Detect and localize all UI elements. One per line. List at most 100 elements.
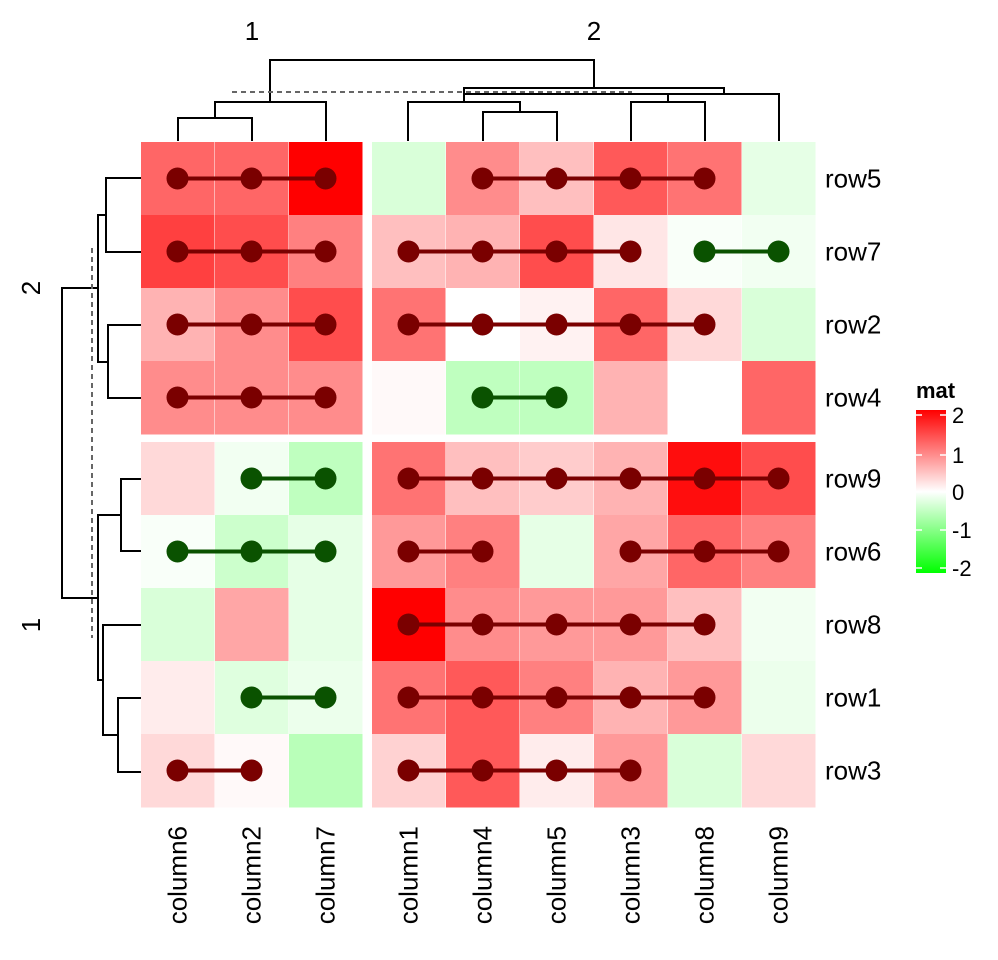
row-label-row8: row8 (825, 610, 881, 640)
point-row8-column3 (619, 613, 642, 636)
legend-tick-label--2: -2 (952, 556, 972, 581)
row-dendrogram-branch (107, 324, 141, 399)
column-label-column9: column9 (764, 826, 794, 924)
column-dendrogram-branch (269, 59, 595, 102)
point-row6-column3 (619, 540, 642, 563)
cell-row4-column9 (742, 361, 816, 435)
point-row7-column1 (397, 240, 420, 263)
points (166, 167, 790, 782)
cell-row8-column6 (141, 588, 215, 662)
row-label-row1: row1 (825, 683, 881, 713)
point-row1-column8 (693, 686, 716, 709)
cell-row8-column2 (215, 588, 289, 662)
point-row7-column4 (471, 240, 494, 263)
row-dendrogram-branch (117, 697, 141, 773)
legend-tick-label-1: 1 (952, 443, 964, 468)
point-row4-column5 (545, 386, 568, 409)
cell-row3-column7 (289, 734, 363, 808)
cell-row5-column9 (742, 142, 816, 216)
point-row1-column3 (619, 686, 642, 709)
point-row5-column6 (166, 167, 189, 190)
column-dendrogram-branch (463, 93, 724, 102)
legend-tick-label-2: 2 (952, 403, 964, 428)
column-label-column7: column7 (311, 826, 341, 924)
cell-row6-column5 (520, 515, 594, 589)
column-label-column6: column6 (163, 826, 193, 924)
point-row7-column6 (166, 240, 189, 263)
point-row4-column2 (240, 386, 263, 409)
point-row9-column4 (471, 467, 494, 490)
point-row2-column6 (166, 313, 189, 336)
cell-row3-column8 (668, 734, 742, 808)
point-row7-column2 (240, 240, 263, 263)
column-label-column5: column5 (542, 826, 572, 924)
cell-row3-column9 (742, 734, 816, 808)
point-row3-column2 (240, 759, 263, 782)
column-label-column2: column2 (237, 826, 267, 924)
point-row2-column4 (471, 313, 494, 336)
point-row5-column5 (545, 167, 568, 190)
point-row8-column1 (397, 613, 420, 636)
point-row6-column6 (166, 540, 189, 563)
point-row5-column3 (619, 167, 642, 190)
point-row2-column1 (397, 313, 420, 336)
cell-row5-column1 (372, 142, 446, 216)
cell-row8-column9 (742, 588, 816, 662)
point-row2-column5 (545, 313, 568, 336)
cell-row2-column9 (742, 288, 816, 362)
point-row1-column4 (471, 686, 494, 709)
row-split-label-1: 1 (16, 618, 46, 632)
point-row3-column5 (545, 759, 568, 782)
point-row5-column2 (240, 167, 263, 190)
row-dendrogram-branch (102, 624, 141, 736)
point-row4-column6 (166, 386, 189, 409)
row-label-row4: row4 (825, 383, 881, 413)
cell-row8-column7 (289, 588, 363, 662)
point-row2-column8 (693, 313, 716, 336)
row-label-row2: row2 (825, 310, 881, 340)
point-row6-column1 (397, 540, 420, 563)
cell-row4-column1 (372, 361, 446, 435)
point-row4-column4 (471, 386, 494, 409)
row-label-row7: row7 (825, 237, 881, 267)
point-row2-column2 (240, 313, 263, 336)
point-row6-column8 (693, 540, 716, 563)
dendrograms (61, 59, 780, 773)
cell-row4-column8 (668, 361, 742, 435)
point-row3-column6 (166, 759, 189, 782)
column-dendrogram-branch (630, 101, 706, 141)
point-row8-column5 (545, 613, 568, 636)
row-dendrogram-branch (61, 287, 98, 599)
point-row1-column7 (314, 686, 337, 709)
column-dendrogram-branch (482, 111, 558, 141)
legend-title: mat (916, 378, 956, 403)
cell-row4-column3 (594, 361, 668, 435)
column-label-column8: column8 (690, 826, 720, 924)
point-row8-column8 (693, 613, 716, 636)
split-labels: 1 2 2 1 (16, 16, 601, 632)
point-row9-column8 (693, 467, 716, 490)
point-row6-column9 (767, 540, 790, 563)
point-row7-column3 (619, 240, 642, 263)
column-dendrogram-branch (177, 117, 253, 141)
point-row7-column5 (545, 240, 568, 263)
point-row7-column9 (767, 240, 790, 263)
row-label-row6: row6 (825, 537, 881, 567)
row-labels: row5 row7 row2 row4 row9 row6 row8 row1 row3 (825, 164, 881, 786)
point-row5-column8 (693, 167, 716, 190)
point-row9-column9 (767, 467, 790, 490)
row-label-row3: row3 (825, 756, 881, 786)
point-row3-column3 (619, 759, 642, 782)
color-legend: mat 2 1 0 -1 -2 (916, 378, 972, 581)
point-row9-column2 (240, 467, 263, 490)
point-row5-column7 (314, 167, 337, 190)
point-row5-column4 (471, 167, 494, 190)
point-row7-column7 (314, 240, 337, 263)
point-row2-column3 (619, 313, 642, 336)
column-label-column3: column3 (616, 826, 646, 924)
row-label-row9: row9 (825, 464, 881, 494)
point-row1-column2 (240, 686, 263, 709)
point-row9-column5 (545, 467, 568, 490)
